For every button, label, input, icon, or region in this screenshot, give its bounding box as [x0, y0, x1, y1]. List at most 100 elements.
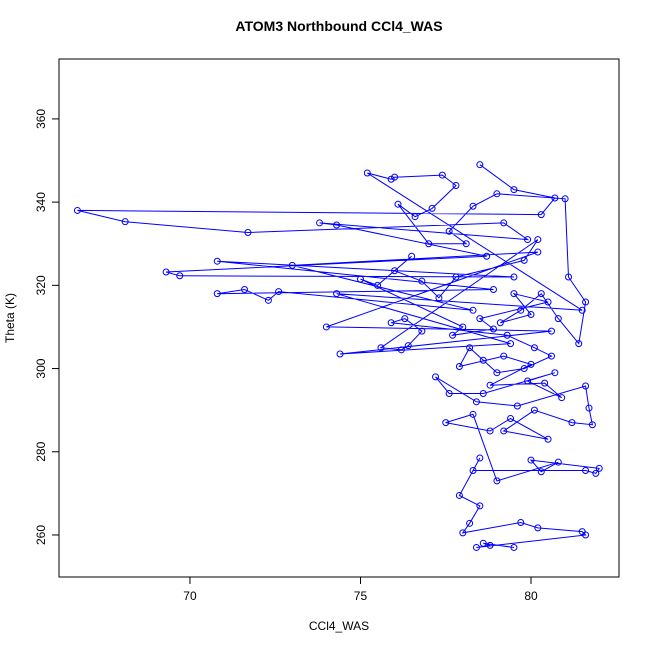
data-point	[241, 285, 249, 293]
data-point	[469, 306, 477, 314]
data-point	[527, 456, 535, 464]
data-point	[356, 275, 364, 283]
data-point	[500, 219, 508, 227]
data-point	[554, 458, 562, 466]
data-point	[377, 344, 385, 352]
chart-title: ATOM3 Northbound CCl4_WAS	[235, 18, 442, 34]
x-axis-label: CCl4_WAS	[309, 619, 369, 633]
data-point	[445, 390, 453, 398]
data-point	[459, 529, 467, 537]
data-point	[537, 468, 545, 476]
data-point	[520, 256, 528, 264]
data-point	[565, 273, 573, 281]
x-tick-label: 75	[354, 589, 368, 603]
data-point	[527, 310, 535, 318]
data-point	[404, 342, 412, 350]
data-point	[582, 531, 590, 539]
data-point	[374, 281, 382, 289]
data-point	[496, 319, 504, 327]
data-point	[466, 519, 474, 527]
data-point	[469, 202, 477, 210]
data-point	[425, 240, 433, 248]
data-point	[582, 466, 590, 474]
data-point	[520, 365, 528, 373]
y-tick-label: 260	[34, 525, 48, 545]
data-point	[582, 382, 590, 390]
data-point	[585, 404, 593, 412]
data-point	[541, 379, 549, 387]
data-point	[524, 236, 532, 244]
data-point	[547, 352, 555, 360]
data-point	[397, 346, 405, 354]
y-tick-label: 280	[34, 441, 48, 461]
data-point	[472, 398, 480, 406]
data-point	[517, 306, 525, 314]
data-point	[162, 268, 170, 276]
data-point	[561, 195, 569, 203]
data-point	[507, 340, 515, 348]
data-point	[275, 288, 283, 296]
y-tick-label: 300	[34, 358, 48, 378]
data-point	[507, 414, 515, 422]
data-point	[455, 491, 463, 499]
data-point	[547, 327, 555, 335]
data-point	[479, 390, 487, 398]
data-point	[530, 344, 538, 352]
data-point	[445, 227, 453, 235]
data-point	[513, 402, 521, 410]
data-point	[316, 219, 324, 227]
data-point	[401, 315, 409, 323]
plot-frame	[58, 58, 620, 578]
data-point	[503, 331, 511, 339]
data-point	[387, 319, 395, 327]
data-point	[121, 218, 129, 226]
data-point	[524, 377, 532, 385]
data-point	[479, 356, 487, 364]
data-point	[176, 272, 184, 280]
data-point	[510, 543, 518, 551]
data-point	[455, 362, 463, 370]
data-point	[411, 213, 419, 221]
data-point	[551, 369, 559, 377]
data-point	[336, 350, 344, 358]
data-point	[418, 327, 426, 335]
data-point	[534, 524, 542, 532]
data-point	[534, 236, 542, 244]
y-tick-label: 320	[34, 275, 48, 295]
data-point	[333, 221, 341, 229]
data-point	[73, 206, 81, 214]
y-tick-label: 360	[34, 109, 48, 129]
data-point	[486, 541, 494, 549]
data-point	[479, 539, 487, 547]
data-point	[510, 273, 518, 281]
data-point	[466, 344, 474, 352]
data-point	[333, 290, 341, 298]
data-point	[530, 406, 538, 414]
data-point	[469, 410, 477, 418]
data-point	[544, 435, 552, 443]
data-point	[486, 427, 494, 435]
data-point	[489, 325, 497, 333]
data-point	[534, 248, 542, 256]
data-point	[527, 360, 535, 368]
data-point	[493, 190, 501, 198]
data-point	[568, 419, 576, 427]
data-point	[489, 285, 497, 293]
data-point	[213, 257, 221, 265]
data-point	[459, 323, 467, 331]
data-point	[517, 518, 525, 526]
data-point	[391, 267, 399, 275]
data-point	[493, 477, 501, 485]
data-point	[575, 340, 583, 348]
data-point	[387, 175, 395, 183]
data-point	[213, 290, 221, 298]
data-point	[537, 211, 545, 219]
data-point	[592, 469, 600, 477]
data-point	[476, 161, 484, 169]
data-point	[394, 200, 402, 208]
data-point	[428, 204, 436, 212]
data-point	[391, 173, 399, 181]
data-point	[493, 369, 501, 377]
data-point	[452, 181, 460, 189]
